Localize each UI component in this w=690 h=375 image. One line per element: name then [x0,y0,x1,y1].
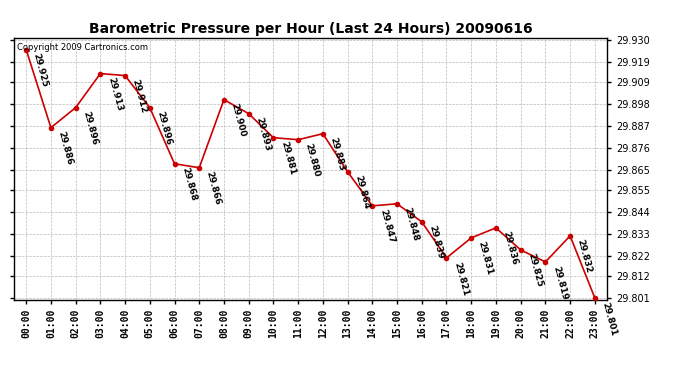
Text: Copyright 2009 Cartronics.com: Copyright 2009 Cartronics.com [17,43,148,52]
Text: 29.831: 29.831 [477,241,495,276]
Text: 29.825: 29.825 [526,253,544,289]
Text: 29.881: 29.881 [279,141,297,176]
Text: 29.925: 29.925 [32,52,50,88]
Text: 29.886: 29.886 [57,130,74,166]
Text: 29.839: 29.839 [427,225,445,261]
Text: 29.912: 29.912 [130,78,148,114]
Text: 29.868: 29.868 [180,166,198,202]
Text: 29.866: 29.866 [205,171,222,206]
Title: Barometric Pressure per Hour (Last 24 Hours) 20090616: Barometric Pressure per Hour (Last 24 Ho… [89,22,532,36]
Text: 29.821: 29.821 [452,261,470,297]
Text: 29.896: 29.896 [155,110,173,146]
Text: 29.847: 29.847 [378,209,395,245]
Text: 29.848: 29.848 [402,207,420,243]
Text: 29.880: 29.880 [304,142,322,178]
Text: 29.836: 29.836 [502,231,519,267]
Text: 29.832: 29.832 [575,238,593,274]
Text: 29.864: 29.864 [353,174,371,210]
Text: 29.883: 29.883 [328,136,346,172]
Text: 29.893: 29.893 [254,116,272,153]
Text: 29.896: 29.896 [81,110,99,146]
Text: 29.913: 29.913 [106,76,124,112]
Text: 29.819: 29.819 [551,265,569,301]
Text: 29.900: 29.900 [230,102,247,138]
Text: 29.801: 29.801 [600,301,618,336]
